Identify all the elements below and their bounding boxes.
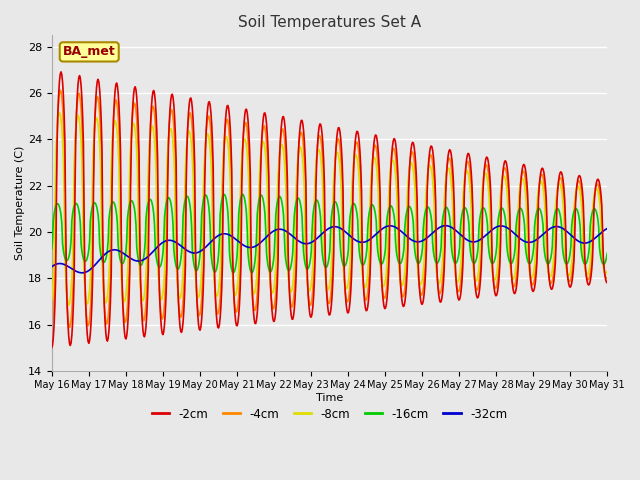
- X-axis label: Time: Time: [316, 393, 343, 403]
- Legend: -2cm, -4cm, -8cm, -16cm, -32cm: -2cm, -4cm, -8cm, -16cm, -32cm: [147, 403, 512, 425]
- Text: BA_met: BA_met: [63, 46, 116, 59]
- Y-axis label: Soil Temperature (C): Soil Temperature (C): [15, 146, 25, 260]
- Title: Soil Temperatures Set A: Soil Temperatures Set A: [238, 15, 421, 30]
